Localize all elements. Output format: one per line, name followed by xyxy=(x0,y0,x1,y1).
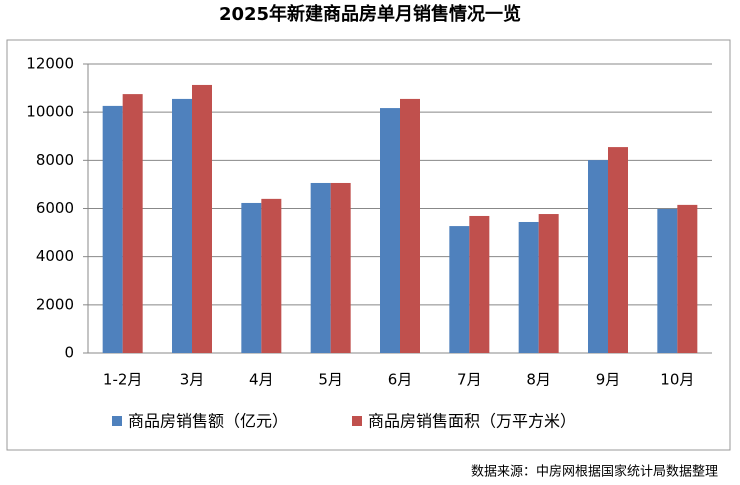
x-tick-label: 6月 xyxy=(388,371,413,389)
bar xyxy=(172,98,192,353)
x-tick-label: 1-2月 xyxy=(103,371,143,389)
y-tick-label: 4000 xyxy=(36,247,74,265)
x-tick-label: 9月 xyxy=(596,371,621,389)
legend-swatch xyxy=(352,416,362,426)
y-tick-label: 0 xyxy=(64,344,74,362)
bar xyxy=(330,182,351,353)
bar xyxy=(241,202,262,353)
bar xyxy=(310,182,331,353)
bar xyxy=(677,204,698,353)
bar xyxy=(400,98,420,353)
x-tick-label: 5月 xyxy=(318,371,343,389)
x-tick-label: 10月 xyxy=(660,371,694,389)
bar xyxy=(122,94,143,354)
bar xyxy=(449,226,470,353)
legend-label: 商品房销售面积（万平方米） xyxy=(368,412,576,431)
x-tick-label: 4月 xyxy=(249,371,274,389)
bar xyxy=(588,160,608,353)
bar xyxy=(538,214,559,353)
x-tick-label: 7月 xyxy=(457,371,482,389)
chart-title: 2025年新建商品房单月销售情况一览 xyxy=(219,3,521,25)
bar xyxy=(469,215,490,353)
bar xyxy=(657,208,678,353)
legend-swatch xyxy=(112,416,122,426)
bar xyxy=(380,108,400,353)
x-tick-label: 8月 xyxy=(526,371,551,389)
legend-label: 商品房销售额（亿元） xyxy=(128,412,288,431)
bar xyxy=(608,147,628,353)
y-tick-label: 12000 xyxy=(26,55,74,73)
y-tick-label: 6000 xyxy=(36,199,74,217)
source-note: 数据来源：中房网根据国家统计局数据整理 xyxy=(471,464,718,480)
x-tick-label: 3月 xyxy=(180,371,205,389)
bar xyxy=(518,221,539,353)
y-tick-label: 10000 xyxy=(26,103,74,121)
bar xyxy=(102,105,123,353)
y-tick-label: 2000 xyxy=(36,295,74,313)
bar xyxy=(261,198,282,353)
bar xyxy=(192,84,212,353)
y-tick-label: 8000 xyxy=(36,151,74,169)
